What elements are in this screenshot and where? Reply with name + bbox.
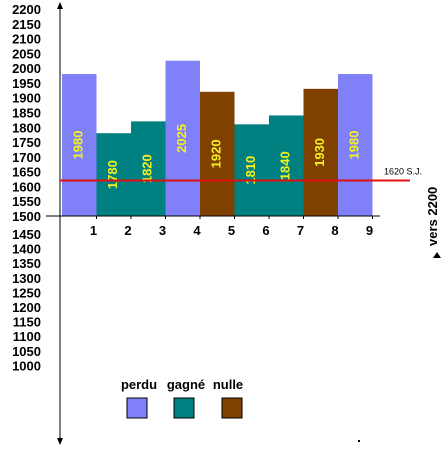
legend-swatch [173, 397, 195, 419]
y-axis-ticks: 2200215021002050200019501900185018001750… [12, 2, 41, 373]
axes [46, 2, 441, 445]
y-tick-label: 1900 [12, 91, 41, 106]
y-tick-label: 2150 [12, 17, 41, 32]
legend-label: gagné [167, 377, 205, 392]
bar [234, 124, 269, 216]
bar-data-label: 1930 [312, 138, 327, 167]
x-tick-label: 5 [228, 223, 235, 238]
y-tick-label: 2200 [12, 2, 41, 17]
bars: 1980 1780 1820 2025 1920 1810 1840 1930 1980 [62, 60, 373, 216]
legend-swatch [221, 397, 243, 419]
bar [96, 133, 131, 216]
bar [269, 115, 304, 216]
reference-line-label: 1620 S.J. [384, 167, 422, 177]
bar [62, 74, 97, 216]
x-tick-label: 3 [159, 223, 166, 238]
y-tick-label: 1950 [12, 76, 41, 91]
legend-label: nulle [213, 377, 243, 392]
x-tick-label: 9 [366, 223, 373, 238]
y-tick-label: 2000 [12, 61, 41, 76]
legend-label: perdu [121, 377, 157, 392]
bar-data-label: 1980 [347, 131, 362, 160]
x-axis-ticks: 1 2 3 4 5 6 7 8 9 [90, 216, 373, 238]
bar [200, 91, 235, 216]
bar-data-label: 1920 [209, 139, 224, 168]
y-tick-label: 1300 [12, 271, 41, 286]
y-tick-label: 1750 [12, 135, 41, 150]
y-tick-label: 2050 [12, 46, 41, 61]
bar-data-label: 1840 [278, 151, 293, 180]
y-tick-label: 1250 [12, 285, 41, 300]
legend: perdu gagné nulle [121, 377, 243, 419]
x-tick-label: 1 [90, 223, 97, 238]
x-tick-label: 7 [297, 223, 304, 238]
y-tick-label: 1050 [12, 344, 41, 359]
legend-swatch [126, 397, 148, 419]
bar-data-label: 1780 [105, 160, 120, 189]
y-tick-label: 1650 [12, 165, 41, 180]
bar-data-label: 1810 [243, 156, 258, 185]
y-tick-label: 1500 [12, 209, 41, 224]
y-tick-label: 1200 [12, 300, 41, 315]
bar-data-label: 1980 [71, 131, 86, 160]
y-tick-label: 1550 [12, 194, 41, 209]
y-tick-label: 1600 [12, 179, 41, 194]
axis-title-arrow [433, 252, 441, 258]
y-tick-label: 1450 [12, 227, 41, 242]
y-tick-label: 1150 [13, 315, 41, 330]
x-tick-label: 6 [262, 223, 269, 238]
y-tick-label: 1350 [12, 256, 41, 271]
bar-data-label: 1820 [140, 154, 155, 183]
x-tick-label: 4 [193, 223, 201, 238]
y-axis-arrow-up [57, 2, 63, 9]
reference-line-group: 1620 S.J. [60, 167, 422, 182]
bar [303, 88, 338, 216]
y-tick-label: 1100 [13, 329, 41, 344]
y-tick-label: 1000 [12, 358, 41, 373]
bar [338, 74, 373, 216]
x-tick-label: 2 [124, 223, 131, 238]
y-tick-label: 2100 [12, 32, 41, 47]
x-tick-label: 8 [331, 223, 338, 238]
y-tick-label: 1400 [12, 242, 41, 257]
bar [131, 121, 166, 216]
axis-title: vers 2200 [425, 187, 440, 246]
y-axis-arrow-down [57, 438, 63, 445]
dot-mark [358, 440, 360, 442]
y-tick-label: 1700 [12, 150, 41, 165]
y-tick-label: 1850 [12, 106, 41, 121]
bar [165, 60, 200, 216]
y-tick-label: 1800 [12, 120, 41, 135]
bar-data-label: 2025 [174, 124, 189, 153]
